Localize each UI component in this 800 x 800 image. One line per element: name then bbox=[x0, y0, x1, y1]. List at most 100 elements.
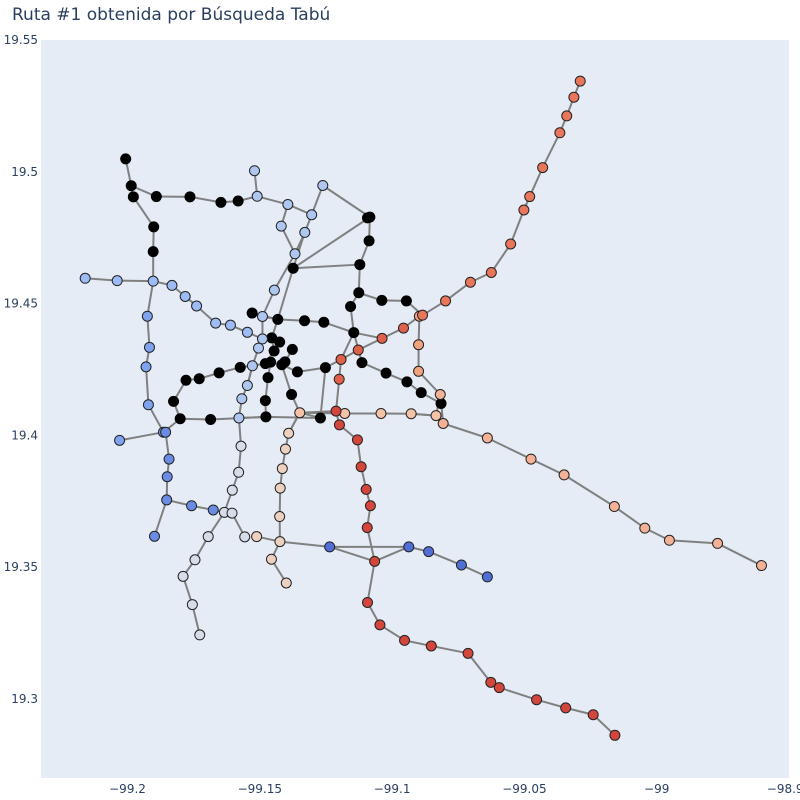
station-node bbox=[241, 326, 253, 338]
route-node bbox=[174, 413, 186, 425]
station-node bbox=[561, 110, 573, 122]
station-node bbox=[160, 426, 172, 438]
edge bbox=[145, 366, 150, 405]
station-node bbox=[440, 295, 452, 307]
y-tick-label: 19.4 bbox=[11, 428, 38, 442]
station-node bbox=[574, 75, 586, 87]
y-tick-label: 19.3 bbox=[11, 692, 38, 706]
station-node bbox=[335, 353, 347, 365]
edge bbox=[279, 540, 330, 548]
station-node bbox=[361, 522, 373, 534]
station-node bbox=[274, 536, 286, 548]
station-node bbox=[294, 407, 306, 419]
x-axis-ticks: −99.2 −99.15 −99.1 −99.05 −99 −98.95 bbox=[109, 782, 800, 796]
station-node bbox=[268, 284, 280, 296]
station-node bbox=[275, 220, 287, 232]
edge bbox=[530, 458, 565, 476]
station-node bbox=[324, 541, 336, 553]
route-node bbox=[147, 246, 159, 258]
station-node bbox=[161, 471, 173, 483]
station-node bbox=[481, 432, 493, 444]
edge bbox=[146, 281, 155, 317]
route-node bbox=[345, 300, 357, 312]
station-node bbox=[587, 709, 599, 721]
station-node bbox=[265, 553, 277, 565]
edge bbox=[541, 132, 561, 169]
station-node bbox=[241, 380, 253, 392]
station-node bbox=[434, 389, 446, 401]
station-node bbox=[207, 504, 219, 516]
route-node bbox=[376, 294, 388, 306]
station-node bbox=[355, 461, 367, 473]
route-node bbox=[401, 376, 413, 388]
route-node bbox=[356, 357, 368, 369]
station-node bbox=[256, 310, 268, 322]
edge bbox=[276, 267, 295, 320]
station-node bbox=[608, 501, 620, 513]
station-node bbox=[252, 342, 264, 354]
station-node bbox=[179, 290, 191, 302]
station-node bbox=[462, 647, 474, 659]
station-node bbox=[236, 393, 248, 405]
route-node bbox=[276, 359, 288, 371]
station-node bbox=[413, 365, 425, 377]
station-node bbox=[375, 407, 387, 419]
edge bbox=[292, 216, 371, 270]
station-node bbox=[518, 204, 530, 216]
route-node bbox=[348, 327, 360, 339]
route-node bbox=[286, 389, 298, 401]
station-node bbox=[493, 682, 505, 694]
station-node bbox=[235, 440, 247, 452]
edge bbox=[119, 431, 164, 442]
station-node bbox=[485, 266, 497, 278]
plot-background bbox=[41, 40, 789, 778]
station-node bbox=[403, 541, 415, 553]
y-tick-label: 19.55 bbox=[4, 33, 38, 47]
route-node bbox=[168, 395, 180, 407]
station-node bbox=[369, 555, 381, 567]
edge bbox=[498, 686, 537, 701]
edge bbox=[153, 499, 168, 537]
station-node bbox=[525, 453, 537, 465]
edge bbox=[563, 474, 615, 508]
station-node bbox=[299, 226, 311, 238]
station-node bbox=[251, 531, 263, 543]
station-node bbox=[351, 434, 363, 446]
edge bbox=[509, 209, 525, 245]
y-tick-label: 19.45 bbox=[4, 297, 38, 311]
station-node bbox=[283, 427, 295, 439]
station-node bbox=[226, 484, 238, 496]
route-node bbox=[274, 336, 286, 348]
station-node bbox=[364, 500, 376, 512]
edge bbox=[366, 527, 376, 562]
station-node bbox=[609, 729, 621, 741]
route-node bbox=[286, 343, 298, 355]
route-node bbox=[380, 367, 392, 379]
station-node bbox=[79, 272, 91, 284]
route-node bbox=[232, 195, 244, 207]
station-node bbox=[111, 275, 123, 287]
station-node bbox=[560, 702, 572, 714]
station-node bbox=[417, 309, 429, 321]
route-node bbox=[234, 361, 246, 373]
station-node bbox=[360, 483, 372, 495]
route-node bbox=[291, 366, 303, 378]
station-node bbox=[531, 694, 543, 706]
route-node bbox=[193, 373, 205, 385]
route-node bbox=[435, 397, 447, 409]
station-node bbox=[376, 332, 388, 344]
station-node bbox=[712, 537, 724, 549]
station-node bbox=[274, 482, 286, 494]
y-tick-label: 19.5 bbox=[11, 165, 38, 179]
route-node bbox=[362, 212, 374, 224]
station-node bbox=[149, 530, 161, 542]
nodes-layer bbox=[79, 75, 767, 741]
station-node bbox=[280, 577, 292, 589]
station-node bbox=[505, 238, 517, 250]
station-node bbox=[202, 531, 214, 543]
station-node bbox=[279, 443, 291, 455]
edge bbox=[299, 410, 337, 414]
x-tick-label: −99 bbox=[644, 782, 669, 796]
edge bbox=[428, 550, 462, 566]
